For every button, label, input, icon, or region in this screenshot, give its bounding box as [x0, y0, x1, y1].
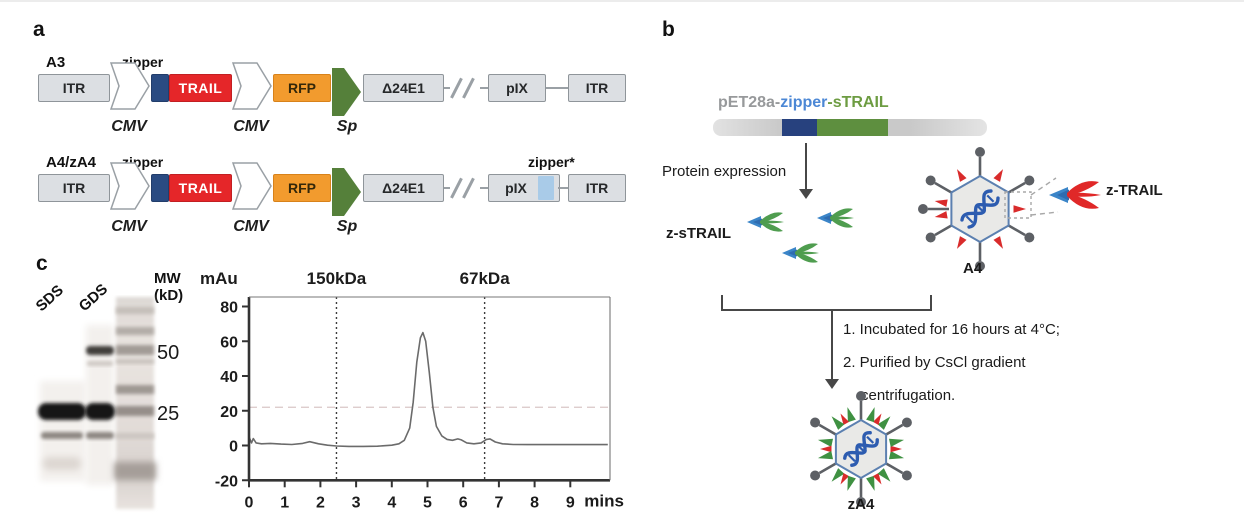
construct-a4-za4: A4/zA4 zipper zipper* ITR TRAIL RFP Δ24E…	[0, 154, 660, 244]
itr-box: ITR	[38, 74, 110, 102]
panel-c-label: c	[36, 252, 48, 275]
rfp-box: RFP	[273, 74, 331, 102]
svg-text:7: 7	[494, 494, 503, 511]
cmv-promoter-arrow-icon	[231, 62, 272, 110]
svg-text:8: 8	[530, 494, 539, 511]
cmv-label: CMV	[111, 218, 147, 235]
dash: -	[827, 94, 833, 111]
svg-text:3: 3	[352, 494, 361, 511]
incubation-arrowhead-icon	[825, 379, 839, 389]
svg-text:6: 6	[459, 494, 468, 511]
svg-text:1: 1	[280, 494, 289, 511]
construct-name: A4/zA4	[46, 154, 97, 171]
pix-zipper-box: pIX	[488, 174, 560, 202]
sp-promoter-arrow-icon	[332, 68, 361, 116]
za4-adenovirus-icon	[810, 391, 912, 507]
step-2-text: 2. Purified by CsCl gradient	[843, 354, 1026, 371]
zipper-star-segment	[538, 176, 554, 200]
svg-text:0: 0	[245, 494, 254, 511]
step-2-text-cont: centrifugation.	[861, 387, 956, 404]
svg-text:20: 20	[220, 404, 238, 421]
trail-box: TRAIL	[169, 74, 232, 102]
trail-box: TRAIL	[169, 174, 232, 202]
plasmid-zipper-name: zipper	[780, 94, 828, 111]
pix-label: pIX	[505, 180, 527, 196]
expression-arrowhead-icon	[799, 189, 813, 199]
dash: -	[774, 94, 781, 111]
construct-a3: A3 zipper ITR TRAIL RFP Δ24E1 pIX ITR CM…	[0, 54, 660, 144]
a4-adenovirus-icon	[918, 147, 1035, 271]
incubation-arrow	[831, 311, 833, 381]
zipper-box	[151, 74, 169, 102]
cmv-promoter-arrow-icon	[109, 62, 150, 110]
svg-text:mins: mins	[584, 491, 624, 510]
z-strail-label: z-sTRAIL	[666, 225, 731, 242]
strail-insert-segment	[817, 119, 888, 136]
svg-text:60: 60	[220, 334, 238, 351]
svg-text:2: 2	[316, 494, 325, 511]
rfp-box: RFP	[273, 174, 331, 202]
cmv-promoter-arrow-icon	[231, 162, 272, 210]
z-trail-trimer-icon	[1049, 181, 1101, 209]
cmv-label: CMV	[233, 218, 269, 235]
magnifier-dashed-lines	[1004, 177, 1059, 219]
svg-text:mAu: mAu	[200, 269, 238, 288]
sp-label: Sp	[336, 218, 358, 235]
svg-text:80: 80	[220, 300, 238, 317]
cmv-promoter-arrow-icon	[109, 162, 150, 210]
za4-label: zA4	[847, 496, 875, 513]
sp-promoter-arrow-icon	[332, 168, 361, 216]
genome-connector	[546, 87, 568, 89]
itr-box: ITR	[568, 74, 626, 102]
plasmid-strail-name: sTRAIL	[832, 94, 889, 111]
svg-text:9: 9	[566, 494, 575, 511]
marker-50kd: 50	[157, 342, 180, 364]
svg-text:150kDa: 150kDa	[307, 269, 367, 288]
svg-text:0: 0	[229, 439, 238, 456]
step-1-text: 1. Incubated for 16 hours at 4°C;	[843, 321, 1060, 338]
sp-label: Sp	[336, 118, 358, 135]
protein-expression-label: Protein expression	[662, 163, 787, 180]
itr-box: ITR	[568, 174, 626, 202]
bracket-bar	[721, 309, 932, 311]
genome-connector	[558, 187, 568, 189]
cmv-label: CMV	[111, 118, 147, 135]
svg-text:4: 4	[387, 494, 396, 511]
bracket-right-stub	[930, 295, 932, 311]
kd-text: (kD)	[154, 287, 184, 304]
panel-a-label: a	[33, 18, 45, 41]
svg-text:-20: -20	[215, 473, 238, 490]
z-strail-trimer-icon	[817, 208, 854, 228]
d24e1-box: Δ24E1	[363, 174, 444, 202]
plasmid-vector-name: pET28a	[718, 94, 775, 111]
bracket-left-stub	[721, 295, 723, 311]
expression-arrow	[805, 143, 807, 190]
svg-text:5: 5	[423, 494, 432, 511]
gel-image	[38, 297, 156, 509]
z-trail-label: z-TRAIL	[1106, 182, 1163, 199]
itr-box: ITR	[38, 174, 110, 202]
chromatogram: 150kDa 67kDa 80 60 40 20 0 -20 0 1 2 3 4 5 6 7 8 9 mAu mins	[200, 269, 624, 511]
pix-box: pIX	[488, 74, 546, 102]
zipper-box	[151, 174, 169, 202]
z-strail-trimer-icon	[747, 212, 784, 232]
mw-text: MW	[154, 270, 181, 287]
construct-name: A3	[46, 54, 66, 71]
zipper-insert-segment	[782, 119, 817, 136]
cmv-label: CMV	[233, 118, 269, 135]
d24e1-box: Δ24E1	[363, 74, 444, 102]
zipper-star-label: zipper*	[528, 154, 575, 170]
marker-25kd: 25	[157, 403, 180, 425]
plasmid-bar	[713, 119, 987, 136]
svg-text:67kDa: 67kDa	[460, 269, 511, 288]
a4-label: A4	[963, 260, 983, 277]
z-strail-trimer-icon	[782, 243, 819, 263]
panel-b-label: b	[662, 18, 675, 41]
mw-label: MW (kD)	[154, 270, 183, 304]
plasmid-title: pET28a-zipper-sTRAIL	[718, 94, 889, 112]
svg-text:40: 40	[220, 369, 238, 386]
